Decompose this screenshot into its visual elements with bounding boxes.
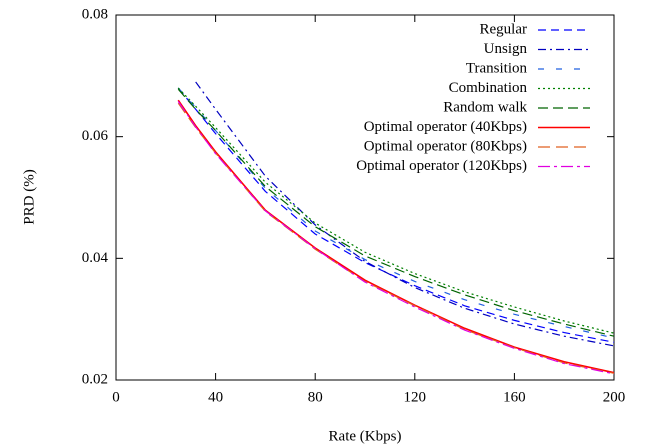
legend-label: Transition — [466, 60, 528, 76]
x-tick-label: 200 — [603, 389, 626, 405]
y-tick-label: 0.02 — [82, 371, 108, 387]
y-tick-label: 0.08 — [82, 6, 108, 22]
plot-frame — [115, 14, 615, 381]
x-tick-label: 80 — [308, 389, 323, 405]
legend-label: Optimal operator (80Kbps) — [364, 138, 527, 154]
legend-label: Optimal operator (40Kbps) — [364, 119, 527, 135]
x-tick-label: 0 — [112, 389, 120, 405]
legend-label: Regular — [480, 21, 527, 37]
series-line — [177, 101, 615, 375]
series-line — [177, 88, 615, 337]
y-axis-label: PRD (%) — [21, 169, 37, 224]
series-line — [177, 87, 615, 343]
series-line — [177, 87, 615, 339]
x-tick-label: 160 — [503, 389, 526, 405]
legend-label: Optimal operator (120Kbps) — [356, 158, 527, 174]
x-axis-label: Rate (Kbps) — [329, 428, 402, 444]
series-line — [195, 81, 615, 347]
legend-label: Random walk — [443, 99, 527, 115]
series-line — [177, 87, 615, 334]
legend-label: Combination — [449, 80, 528, 96]
y-tick-label: 0.06 — [82, 128, 109, 144]
series-line — [177, 99, 615, 374]
legend-label: Unsign — [484, 41, 528, 57]
x-tick-label: 40 — [208, 389, 223, 405]
y-tick-label: 0.04 — [82, 250, 109, 266]
x-tick-label: 120 — [404, 389, 427, 405]
